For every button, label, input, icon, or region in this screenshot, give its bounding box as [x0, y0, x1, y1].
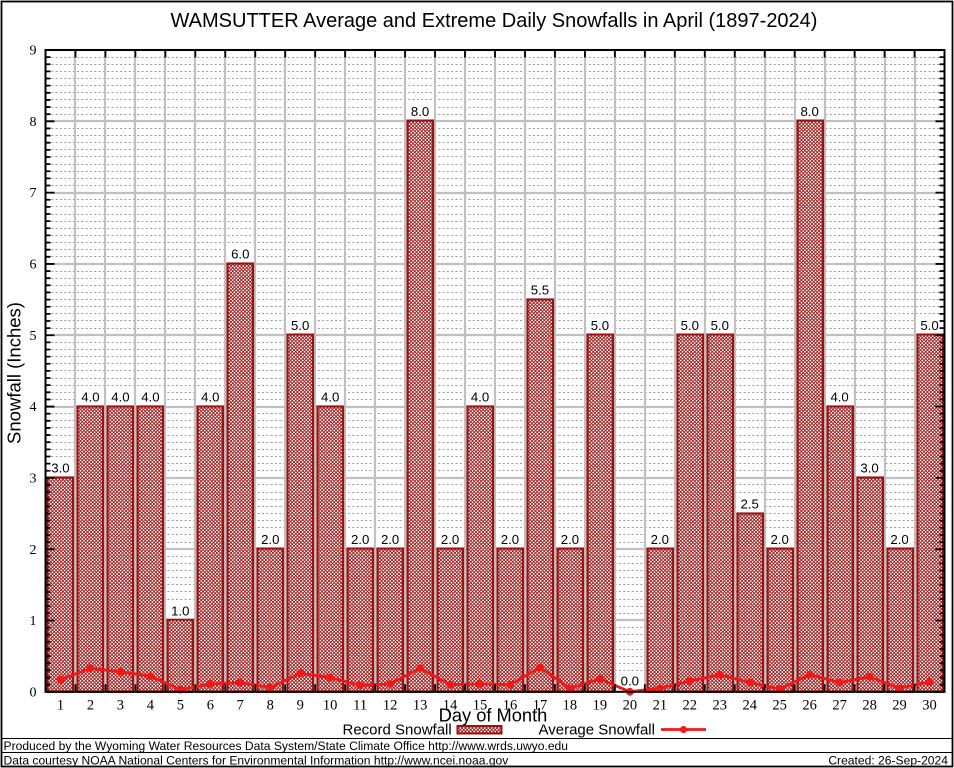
svg-text:4: 4 [147, 698, 155, 714]
svg-text:11: 11 [353, 698, 367, 714]
svg-text:17: 17 [533, 698, 548, 714]
svg-text:5: 5 [177, 698, 184, 714]
svg-text:24: 24 [742, 698, 757, 714]
svg-text:2.0: 2.0 [651, 532, 669, 547]
svg-text:2.0: 2.0 [261, 532, 279, 547]
svg-text:Snowfall (Inches): Snowfall (Inches) [4, 302, 25, 444]
svg-text:5.5: 5.5 [531, 282, 549, 297]
svg-text:16: 16 [503, 698, 518, 714]
svg-text:2.0: 2.0 [351, 532, 369, 547]
svg-text:30: 30 [922, 698, 937, 714]
svg-text:4.0: 4.0 [81, 389, 99, 404]
svg-text:18: 18 [563, 698, 578, 714]
svg-text:Average Snowfall: Average Snowfall [539, 721, 655, 738]
svg-text:4.0: 4.0 [321, 389, 339, 404]
svg-text:25: 25 [772, 698, 787, 714]
svg-text:2.0: 2.0 [561, 532, 579, 547]
svg-text:26: 26 [802, 698, 817, 714]
svg-text:7: 7 [30, 186, 37, 201]
svg-text:1.0: 1.0 [171, 603, 189, 618]
svg-text:6: 6 [30, 258, 37, 273]
svg-text:2: 2 [30, 543, 37, 558]
svg-text:12: 12 [383, 698, 398, 714]
svg-text:8: 8 [267, 698, 274, 714]
svg-text:21: 21 [653, 698, 668, 714]
svg-text:5.0: 5.0 [920, 318, 938, 333]
svg-text:8.0: 8.0 [800, 104, 818, 119]
svg-text:20: 20 [623, 698, 638, 714]
svg-text:13: 13 [413, 698, 428, 714]
svg-text:2.0: 2.0 [441, 532, 459, 547]
svg-text:7: 7 [237, 698, 244, 714]
svg-text:29: 29 [892, 698, 907, 714]
svg-text:4.0: 4.0 [201, 389, 219, 404]
svg-text:Data courtesy NOAA National Ce: Data courtesy NOAA National Centers for … [4, 753, 509, 767]
svg-text:5.0: 5.0 [681, 318, 699, 333]
svg-text:15: 15 [473, 698, 488, 714]
svg-text:19: 19 [593, 698, 608, 714]
svg-text:4.0: 4.0 [471, 389, 489, 404]
svg-text:1: 1 [30, 614, 37, 629]
svg-text:2.5: 2.5 [741, 496, 759, 511]
svg-text:3: 3 [30, 471, 37, 486]
svg-text:Day of Month: Day of Month [439, 704, 548, 725]
svg-text:Produced by the Wyoming Water: Produced by the Wyoming Water Resources … [4, 739, 569, 753]
svg-text:4.0: 4.0 [111, 389, 129, 404]
svg-text:2.0: 2.0 [890, 532, 908, 547]
svg-text:2.0: 2.0 [771, 532, 789, 547]
svg-text:WAMSUTTER Average and Extreme: WAMSUTTER Average and Extreme Daily Snow… [171, 10, 818, 32]
svg-text:22: 22 [683, 698, 698, 714]
svg-text:4.0: 4.0 [830, 389, 848, 404]
svg-text:4: 4 [30, 400, 37, 415]
svg-text:3.0: 3.0 [51, 461, 69, 476]
svg-text:14: 14 [443, 698, 458, 714]
svg-text:5.0: 5.0 [711, 318, 729, 333]
svg-text:4.0: 4.0 [141, 389, 159, 404]
svg-text:27: 27 [832, 698, 847, 714]
svg-text:5.0: 5.0 [291, 318, 309, 333]
svg-text:9: 9 [297, 698, 304, 714]
svg-text:2.0: 2.0 [501, 532, 519, 547]
svg-text:Created: 26-Sep-2024: Created: 26-Sep-2024 [828, 753, 948, 767]
svg-text:1: 1 [57, 698, 64, 714]
svg-text:2: 2 [87, 698, 94, 714]
svg-text:3.0: 3.0 [860, 461, 878, 476]
svg-text:2.0: 2.0 [381, 532, 399, 547]
svg-text:8.0: 8.0 [411, 104, 429, 119]
svg-text:3: 3 [117, 698, 124, 714]
svg-text:10: 10 [323, 698, 338, 714]
svg-text:6: 6 [207, 698, 214, 714]
svg-text:28: 28 [862, 698, 877, 714]
svg-text:0.0: 0.0 [621, 674, 639, 689]
svg-text:8: 8 [30, 115, 37, 130]
svg-text:9: 9 [30, 44, 37, 59]
svg-text:0: 0 [30, 685, 37, 700]
svg-text:5: 5 [30, 329, 37, 344]
svg-text:6.0: 6.0 [231, 247, 249, 262]
svg-text:23: 23 [713, 698, 728, 714]
svg-text:5.0: 5.0 [591, 318, 609, 333]
svg-text:Record Snowfall: Record Snowfall [343, 721, 452, 738]
